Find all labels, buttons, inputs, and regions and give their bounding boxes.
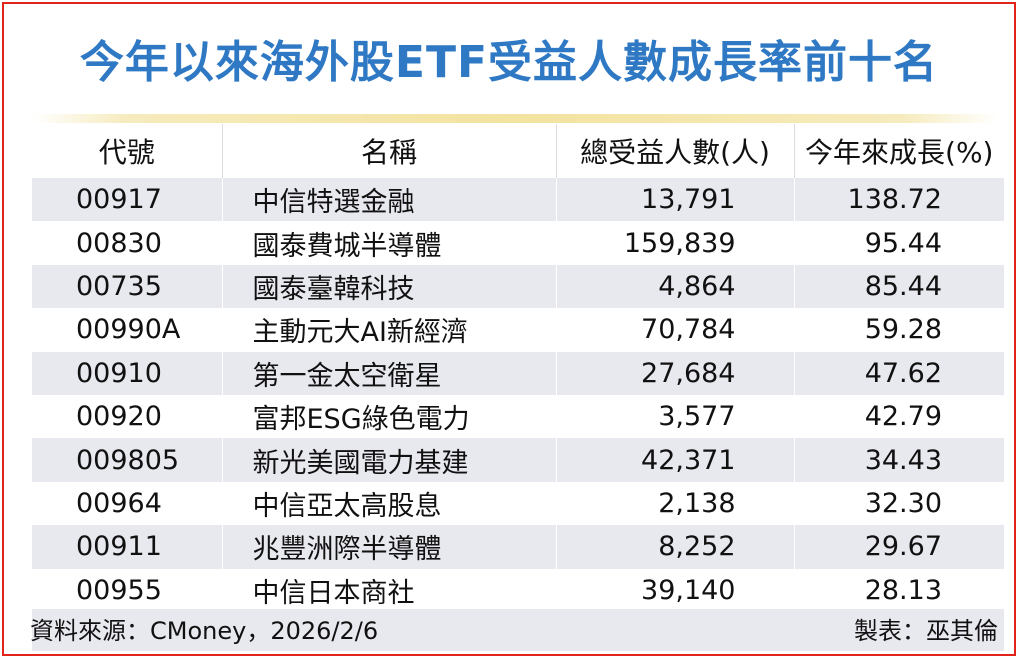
cell-holders: 159,839 bbox=[556, 221, 795, 265]
cell-code: 00920 bbox=[32, 394, 223, 439]
column-header-holders: 總受益人數(人) bbox=[556, 124, 795, 178]
cell-code: 00911 bbox=[32, 525, 223, 569]
title-underline bbox=[32, 114, 998, 123]
cell-growth: 47.62 bbox=[794, 351, 1004, 395]
cell-holders: 27,684 bbox=[556, 351, 795, 395]
column-header-growth: 今年來成長(%) bbox=[794, 124, 1004, 178]
cell-growth: 34.43 bbox=[794, 438, 1004, 482]
cell-code: 00735 bbox=[32, 264, 223, 309]
table-row: 00911 兆豐洲際半導體 8,252 29.67 bbox=[32, 525, 1004, 569]
table-row: 009805 新光美國電力基建 42,371 34.43 bbox=[32, 438, 1004, 482]
cell-code: 00955 bbox=[32, 568, 223, 612]
table-row: 00955 中信日本商社 39,140 28.13 bbox=[32, 568, 1004, 612]
table-row: 00735 國泰臺韓科技 4,864 85.44 bbox=[32, 264, 1004, 309]
source-note: 資料來源：CMoney，2026/2/6 bbox=[30, 617, 379, 645]
cell-holders: 39,140 bbox=[556, 568, 795, 612]
cell-name: 新光美國電力基建 bbox=[222, 438, 557, 482]
cell-name: 中信日本商社 bbox=[222, 568, 557, 612]
figure-frame: 今年以來海外股ETF受益人數成長率前十名 代號 名稱 總受益人數(人) 今年來成… bbox=[2, 2, 1016, 656]
table-row: 00917 中信特選金融 13,791 138.72 bbox=[32, 178, 1004, 222]
cell-name: 中信亞太高股息 bbox=[222, 481, 557, 526]
cell-growth: 42.79 bbox=[794, 394, 1004, 439]
chart-title: 今年以來海外股ETF受益人數成長率前十名 bbox=[79, 37, 939, 88]
table-body: 00917 中信特選金融 13,791 138.72 00830 國泰費城半導體 159,8… bbox=[32, 178, 1004, 612]
cell-holders: 70,784 bbox=[556, 308, 795, 352]
cell-name: 富邦ESG綠色電力 bbox=[222, 394, 557, 439]
table-row: 00910 第一金太空衛星 27,684 47.62 bbox=[32, 351, 1004, 395]
cell-holders: 2,138 bbox=[556, 481, 795, 526]
table-row: 00830 國泰費城半導體 159,839 95.44 bbox=[32, 221, 1004, 265]
cell-growth: 59.28 bbox=[794, 308, 1004, 352]
cell-name: 中信特選金融 bbox=[222, 178, 557, 222]
cell-name: 第一金太空衛星 bbox=[222, 351, 557, 395]
cell-growth: 29.67 bbox=[794, 525, 1004, 569]
table-row: 00920 富邦ESG綠色電力 3,577 42.79 bbox=[32, 394, 1004, 439]
column-header-code: 代號 bbox=[32, 124, 223, 178]
column-header-name: 名稱 bbox=[222, 124, 557, 178]
table-header-row: 代號 名稱 總受益人數(人) 今年來成長(%) bbox=[32, 124, 1004, 178]
cell-growth: 32.30 bbox=[794, 481, 1004, 526]
cell-code: 00964 bbox=[32, 481, 223, 526]
cell-name: 國泰臺韓科技 bbox=[222, 264, 557, 309]
footer-bar bbox=[32, 609, 1004, 651]
cell-growth: 138.72 bbox=[794, 178, 1004, 222]
cell-growth: 85.44 bbox=[794, 264, 1004, 309]
cell-code: 00917 bbox=[32, 178, 223, 222]
cell-holders: 8,252 bbox=[556, 525, 795, 569]
cell-code: 00910 bbox=[32, 351, 223, 395]
cell-holders: 13,791 bbox=[556, 178, 795, 222]
maker-note: 製表：巫其倫 bbox=[854, 617, 998, 645]
cell-holders: 3,577 bbox=[556, 394, 795, 439]
cell-code: 00990A bbox=[32, 308, 223, 352]
cell-holders: 4,864 bbox=[556, 264, 795, 309]
cell-name: 國泰費城半導體 bbox=[222, 221, 557, 265]
table-row: 00964 中信亞太高股息 2,138 32.30 bbox=[32, 481, 1004, 526]
table-row: 00990A 主動元大AI新經濟 70,784 59.28 bbox=[32, 308, 1004, 352]
etf-table: 代號 名稱 總受益人數(人) 今年來成長(%) 00917 中信特選金融 13,79… bbox=[32, 124, 1004, 612]
cell-growth: 95.44 bbox=[794, 221, 1004, 265]
cell-code: 00830 bbox=[32, 221, 223, 265]
cell-name: 兆豐洲際半導體 bbox=[222, 525, 557, 569]
cell-name: 主動元大AI新經濟 bbox=[222, 308, 557, 352]
cell-growth: 28.13 bbox=[794, 568, 1004, 612]
cell-code: 009805 bbox=[32, 438, 223, 482]
cell-holders: 42,371 bbox=[556, 438, 795, 482]
